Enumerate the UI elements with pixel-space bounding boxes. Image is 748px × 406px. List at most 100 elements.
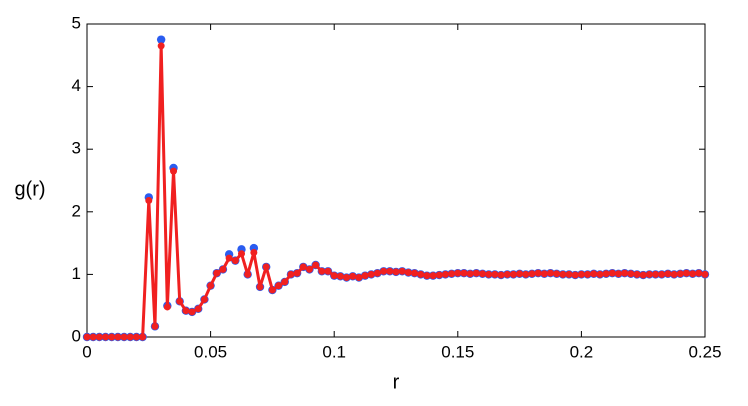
y-tick-label: 3 [72,139,81,158]
data-point [633,270,641,278]
data-point [485,270,493,278]
data-point [293,269,301,277]
data-point [528,270,536,278]
data-point [275,282,283,290]
data-point [287,270,295,278]
data-point [639,271,647,279]
data-point [139,333,147,341]
data-point [89,333,97,341]
data-point [441,270,449,278]
data-point [547,269,554,277]
data-point [658,270,666,278]
data-point [540,270,548,278]
data-point [417,270,425,278]
data-point [250,248,258,256]
data-point [213,269,221,277]
y-tick-label: 4 [72,76,81,95]
data-point [645,270,653,278]
x-tick-label: 0 [82,342,91,361]
data-point [670,270,678,278]
data-point [621,269,629,277]
data-point [676,270,684,278]
data-point [268,286,276,294]
data-point [170,167,178,175]
data-point [652,270,660,278]
data-point [330,272,338,280]
data-point [584,270,592,278]
data-point [522,270,530,278]
data-point [614,270,622,278]
data-point [491,270,499,278]
data-point [349,272,357,280]
data-point [157,42,165,50]
data-point [701,270,709,278]
data-point [355,274,363,282]
data-point [553,270,561,278]
data-point [682,269,690,277]
x-tick-label: 0.25 [688,342,721,361]
data-point [176,297,184,305]
data-point [225,254,233,262]
data-point [590,270,598,278]
data-point [602,270,610,278]
data-point [299,263,307,271]
data-point [156,35,166,44]
data-point [207,282,215,290]
data-point [460,269,468,277]
data-point [367,270,375,278]
data-point [238,250,245,258]
data-point [102,333,110,341]
data-point [503,270,511,278]
plot-area [86,23,706,338]
data-point [95,333,103,341]
data-point [194,305,202,313]
data-point [163,303,171,311]
data-point [392,268,400,276]
y-tick-label: 2 [72,201,81,220]
y-axis-label: g(r) [14,178,45,200]
data-point [182,307,190,315]
data-point [479,270,487,278]
data-point [343,274,351,282]
data-point [689,270,697,278]
data-point [151,322,159,330]
data-point [380,267,388,275]
data-point [262,263,270,271]
y-tick-label: 1 [72,264,81,283]
data-point [188,308,196,316]
data-point [256,283,264,291]
data-point [83,333,91,341]
data-point [361,272,369,280]
data-point [534,269,542,277]
data-point [516,270,524,278]
data-point [577,270,585,278]
data-point [559,270,567,278]
data-point [120,333,128,341]
data-point [565,270,573,278]
data-point [627,270,635,278]
data-point [126,333,134,341]
x-tick-label: 0.2 [570,342,594,361]
data-point [411,269,419,277]
x-tick-label: 0.05 [194,342,227,361]
data-point [423,272,431,280]
data-point [145,197,153,205]
data-point [336,272,344,280]
data-point [373,269,381,277]
data-point [608,269,616,277]
data-point [664,270,672,278]
data-point [571,271,579,279]
data-point [132,333,140,341]
x-axis-label: r [393,371,400,393]
data-point [596,270,604,278]
data-point [472,269,480,277]
data-point [244,270,252,278]
data-point [108,333,116,341]
data-point [454,269,462,277]
data-point [219,265,227,273]
data-point [695,269,703,277]
y-tick-label: 0 [72,326,81,345]
data-point [114,333,122,341]
data-point [318,267,326,275]
